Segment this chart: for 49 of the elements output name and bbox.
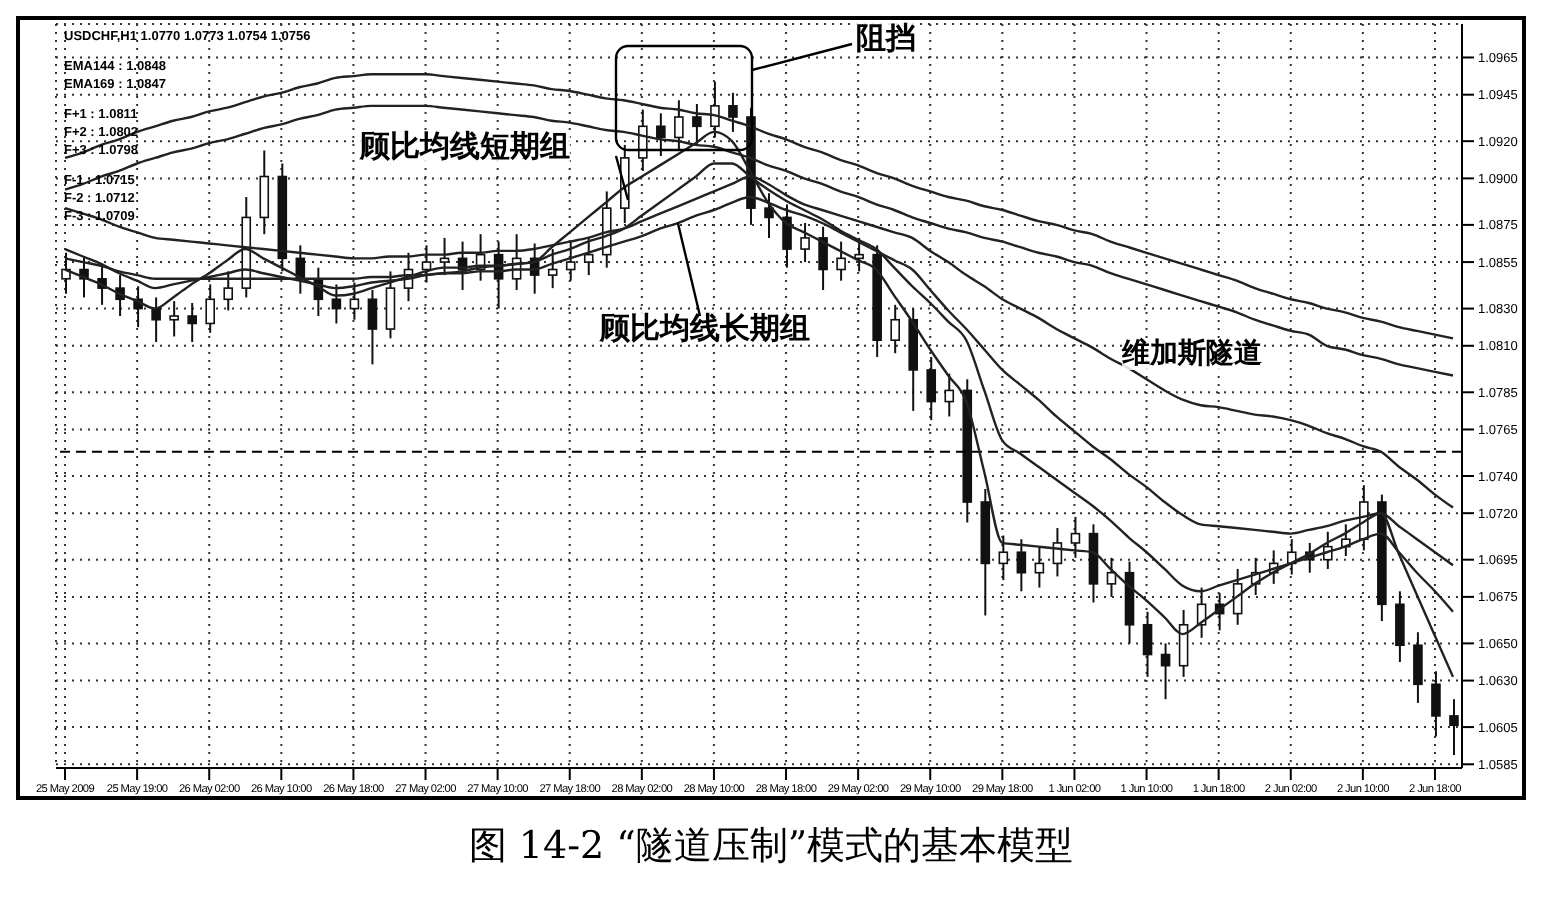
candlestick: [169, 300, 179, 338]
annotation: 顾比均线长期组: [600, 310, 810, 346]
text: 图 14-2 “隧道压制”模式的基本模型: [466, 822, 1076, 872]
candlestick: [764, 192, 774, 239]
candlestick: [692, 102, 702, 146]
candlestick: [187, 302, 197, 344]
candlestick: [331, 283, 342, 325]
candlestick: [890, 303, 900, 355]
candlestick: [223, 270, 234, 312]
candlestick: [1395, 590, 1405, 663]
candlestick: [1449, 698, 1459, 756]
candlestick: [151, 296, 161, 344]
candlestick: [854, 236, 864, 273]
line-series: [63, 73, 1455, 340]
candlestick: [583, 236, 594, 277]
candlestick: [367, 288, 378, 366]
candlestick: [926, 355, 937, 422]
candlestick: [836, 240, 846, 282]
candlestick: [421, 244, 432, 284]
candlestick: [710, 80, 720, 139]
candlestick: [1142, 610, 1153, 678]
candlestick: [638, 108, 648, 172]
candlestick: [1070, 515, 1081, 559]
candlestick: [349, 281, 360, 321]
candlestick: [1106, 556, 1117, 598]
candlestick: [656, 112, 666, 158]
candlestick: [205, 283, 216, 334]
candlestick: [728, 91, 738, 133]
candlestick: [674, 99, 684, 152]
candlestick: [1431, 670, 1441, 738]
annotation: 维加斯隧道: [1122, 338, 1262, 370]
candlestick: [385, 270, 396, 340]
candlestick: [944, 372, 955, 418]
candlestick: [1034, 545, 1045, 589]
candlestick: [547, 248, 558, 290]
candlestick: [800, 222, 810, 264]
candlestick: [998, 534, 1009, 582]
candlestick: [782, 203, 792, 269]
candlestick: [1178, 608, 1189, 678]
candlestick: [1016, 538, 1027, 593]
candlestick: [818, 225, 828, 291]
annotation: 阻挡: [856, 20, 916, 56]
candlestick: [439, 236, 450, 277]
candlestick: [259, 149, 270, 236]
candlestick: [565, 240, 576, 282]
candlestick: [1160, 642, 1171, 701]
candlestick: [1413, 631, 1423, 704]
candlestick: [61, 251, 71, 295]
annotation: 顾比均线短期组: [360, 128, 570, 164]
